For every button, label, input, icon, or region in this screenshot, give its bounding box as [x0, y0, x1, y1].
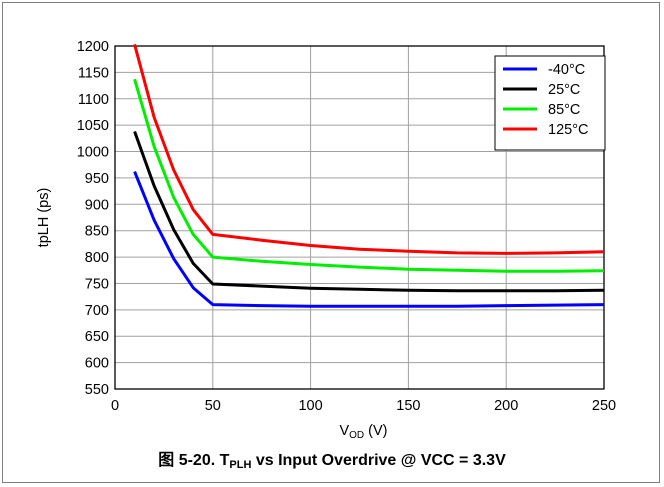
legend-label: 85°C [548, 102, 580, 118]
y-tick-label: 600 [85, 356, 109, 372]
y-tick-label: 1100 [78, 92, 109, 108]
caption-prefix: 图 5-20. T [158, 452, 230, 469]
series-line [133, 130, 605, 293]
series-line [133, 78, 605, 273]
series-line [133, 44, 605, 255]
y-tick-label: 550 [85, 382, 109, 398]
y-tick-label: 700 [85, 303, 109, 319]
x-axis-label: VOD (V) [339, 423, 387, 440]
line-chart: 5506006507007508008509009501000105011001… [36, 39, 616, 440]
legend-box [494, 55, 606, 151]
y-tick-label: 650 [85, 329, 109, 345]
x-tick-label: 250 [592, 398, 616, 414]
x-tick-label: 50 [205, 398, 221, 414]
caption-suffix: vs Input Overdrive @ VCC = 3.3V [251, 452, 506, 469]
x-tick-label: 200 [494, 398, 518, 414]
y-tick-label: 850 [85, 224, 109, 240]
y-axis-label: tpLH (ps) [36, 188, 52, 248]
y-tick-label: 900 [85, 197, 109, 213]
x-tick-label: 150 [396, 398, 420, 414]
y-tick-label: 1200 [77, 39, 109, 55]
y-tick-label: 800 [85, 250, 109, 266]
y-tick-label: 750 [85, 276, 109, 292]
y-tick-label: 1050 [77, 118, 109, 134]
caption-subscript: PLH [229, 459, 252, 471]
figure-caption: 图 5-20. TPLH vs Input Overdrive @ VCC = … [0, 446, 664, 471]
legend-label: -40°C [548, 62, 585, 78]
series-line [133, 171, 605, 308]
x-tick-label: 0 [111, 398, 119, 414]
legend-label: 125°C [548, 122, 588, 138]
x-tick-label: 100 [298, 398, 322, 414]
y-tick-label: 1000 [77, 145, 109, 161]
plot-border [114, 45, 605, 390]
y-tick-label: 1150 [78, 65, 109, 81]
legend: -40°C 25°C 85°C 125°C [494, 55, 606, 151]
legend-label: 25°C [548, 82, 580, 98]
y-tick-label: 950 [85, 171, 109, 187]
